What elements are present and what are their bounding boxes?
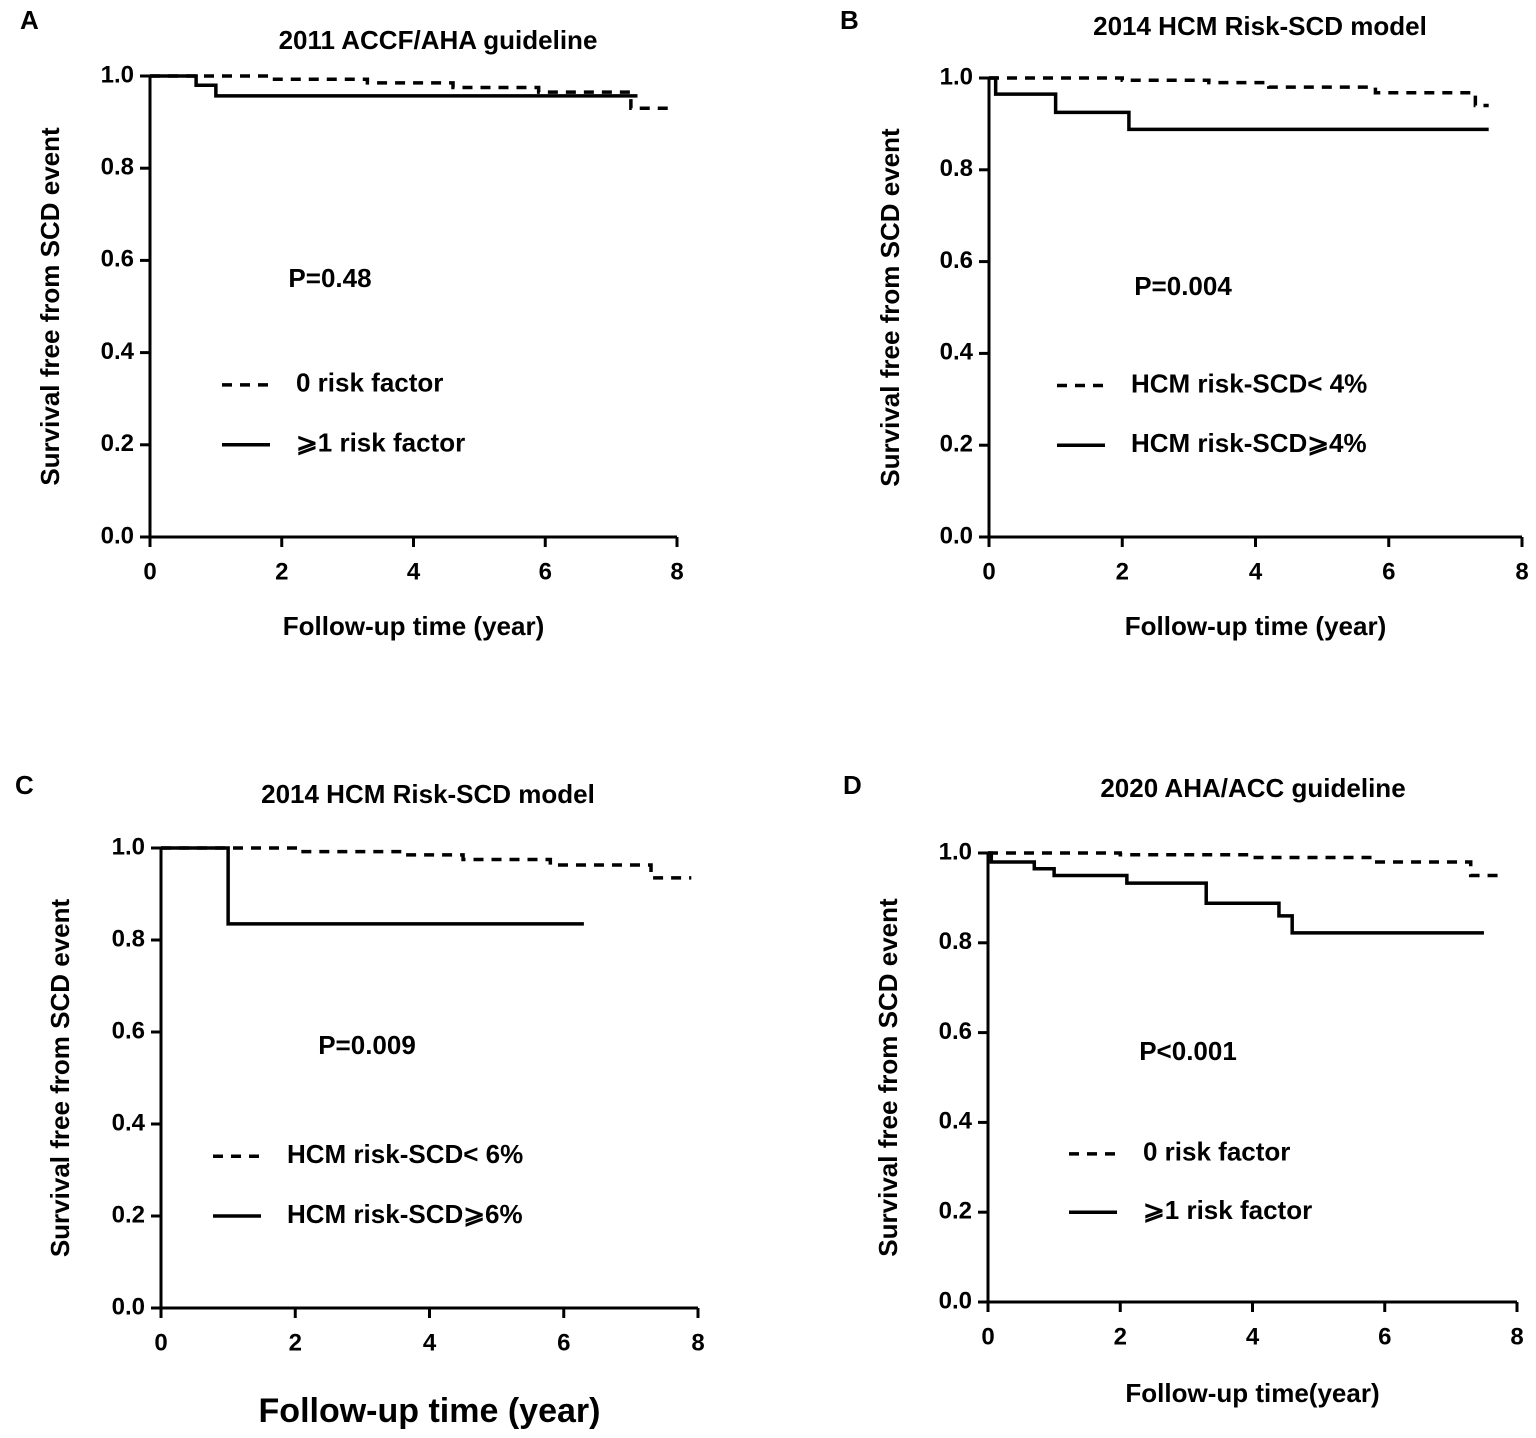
y-tick-label: 1.0: [940, 63, 973, 90]
y-tick-label: 0.0: [112, 1293, 145, 1320]
y-tick-label: 0.8: [939, 928, 972, 955]
legend-label: HCM risk-SCD⩾6%: [287, 1199, 523, 1229]
x-tick-label: 8: [1510, 1323, 1523, 1350]
survival-curve: [161, 846, 692, 880]
legend-label: ⩾1 risk factor: [1143, 1195, 1312, 1225]
x-tick-label: 6: [539, 558, 552, 585]
x-tick-label: 2: [1116, 558, 1129, 585]
y-tick-label: 0.4: [101, 338, 135, 365]
chart-title: 2014 HCM Risk-SCD model: [261, 779, 595, 809]
y-tick-label: 1.0: [939, 838, 972, 865]
y-tick-label: 0.6: [101, 246, 134, 273]
y-axis-label: Survival free from SCD event: [45, 898, 75, 1257]
legend-label: ⩾1 risk factor: [296, 428, 465, 458]
x-tick-label: 0: [981, 1323, 994, 1350]
y-tick-label: 0.8: [101, 154, 134, 181]
chart-panel: A 2011 ACCF/AHA guideline Follow-up time (…: [20, 5, 684, 641]
x-tick-label: 4: [1249, 558, 1263, 585]
chart-panel: D 2020 AHA/ACC guideline Follow-up time(ye…: [843, 770, 1524, 1408]
chart-panel: B 2014 HCM Risk-SCD model Follow-up time (…: [840, 5, 1529, 641]
annotation: P=0.48: [288, 263, 371, 293]
y-tick-label: 1.0: [101, 61, 134, 88]
x-tick-label: 4: [423, 1329, 437, 1356]
survival-curve: [988, 851, 1484, 935]
x-tick-label: 4: [407, 558, 421, 585]
x-tick-label: 2: [275, 558, 288, 585]
y-axis-label: Survival free from SCD event: [875, 128, 905, 487]
y-tick-label: 1.0: [112, 833, 145, 860]
panel-label: C: [15, 770, 34, 800]
y-tick-label: 0.2: [939, 1198, 972, 1225]
x-tick-label: 8: [670, 558, 683, 585]
x-tick-label: 2: [289, 1329, 302, 1356]
x-axis-label: Follow-up time (year): [259, 1392, 601, 1430]
legend-label: HCM risk-SCD⩾4%: [1131, 428, 1367, 458]
annotation: P<0.001: [1139, 1036, 1237, 1066]
chart-panel: C 2014 HCM Risk-SCD model Follow-up time (…: [15, 770, 705, 1430]
legend-label: 0 risk factor: [296, 368, 443, 398]
y-tick-label: 0.6: [112, 1017, 145, 1044]
y-tick-label: 0.0: [101, 522, 134, 549]
x-tick-label: 8: [691, 1329, 704, 1356]
y-tick-label: 0.8: [112, 925, 145, 952]
x-tick-label: 4: [1246, 1323, 1260, 1350]
annotation: P=0.009: [318, 1030, 416, 1060]
x-tick-label: 0: [982, 558, 995, 585]
legend-label: 0 risk factor: [1143, 1137, 1290, 1167]
survival-curve: [988, 851, 1504, 878]
y-tick-label: 0.2: [112, 1201, 145, 1228]
panel-label: D: [843, 770, 862, 800]
y-tick-label: 0.0: [939, 1287, 972, 1314]
y-tick-label: 0.8: [940, 155, 973, 182]
x-axis-label: Follow-up time(year): [1125, 1378, 1379, 1408]
x-tick-label: 0: [154, 1329, 167, 1356]
survival-curve: [989, 76, 1489, 108]
y-tick-label: 0.4: [939, 1108, 973, 1135]
y-tick-label: 0.2: [101, 430, 134, 457]
y-axis-label: Survival free from SCD event: [35, 127, 65, 486]
y-tick-label: 0.4: [940, 339, 974, 366]
survival-curve: [161, 846, 584, 926]
x-tick-label: 6: [1378, 1323, 1391, 1350]
x-tick-label: 0: [143, 558, 156, 585]
annotation: P=0.004: [1134, 271, 1232, 301]
panel-label: A: [20, 5, 39, 35]
y-tick-label: 0.6: [939, 1018, 972, 1045]
legend-label: HCM risk-SCD< 6%: [287, 1139, 523, 1169]
x-tick-label: 2: [1114, 1323, 1127, 1350]
y-tick-label: 0.0: [940, 522, 973, 549]
y-tick-label: 0.6: [940, 247, 973, 274]
x-tick-label: 6: [1382, 558, 1395, 585]
panel-label: B: [840, 5, 859, 35]
y-axis-label: Survival free from SCD event: [873, 898, 903, 1257]
x-tick-label: 8: [1515, 558, 1528, 585]
chart-title: 2014 HCM Risk-SCD model: [1093, 11, 1427, 41]
chart-title: 2011 ACCF/AHA guideline: [279, 25, 598, 55]
y-tick-label: 0.4: [112, 1109, 146, 1136]
survival-curve: [989, 76, 1489, 132]
x-tick-label: 6: [557, 1329, 570, 1356]
y-tick-label: 0.2: [940, 431, 973, 458]
survival-curve: [150, 74, 638, 98]
x-axis-label: Follow-up time (year): [283, 611, 544, 641]
chart-title: 2020 AHA/ACC guideline: [1100, 773, 1405, 803]
survival-curve: [150, 74, 671, 111]
x-axis-label: Follow-up time (year): [1125, 611, 1386, 641]
legend-label: HCM risk-SCD< 4%: [1131, 368, 1367, 398]
